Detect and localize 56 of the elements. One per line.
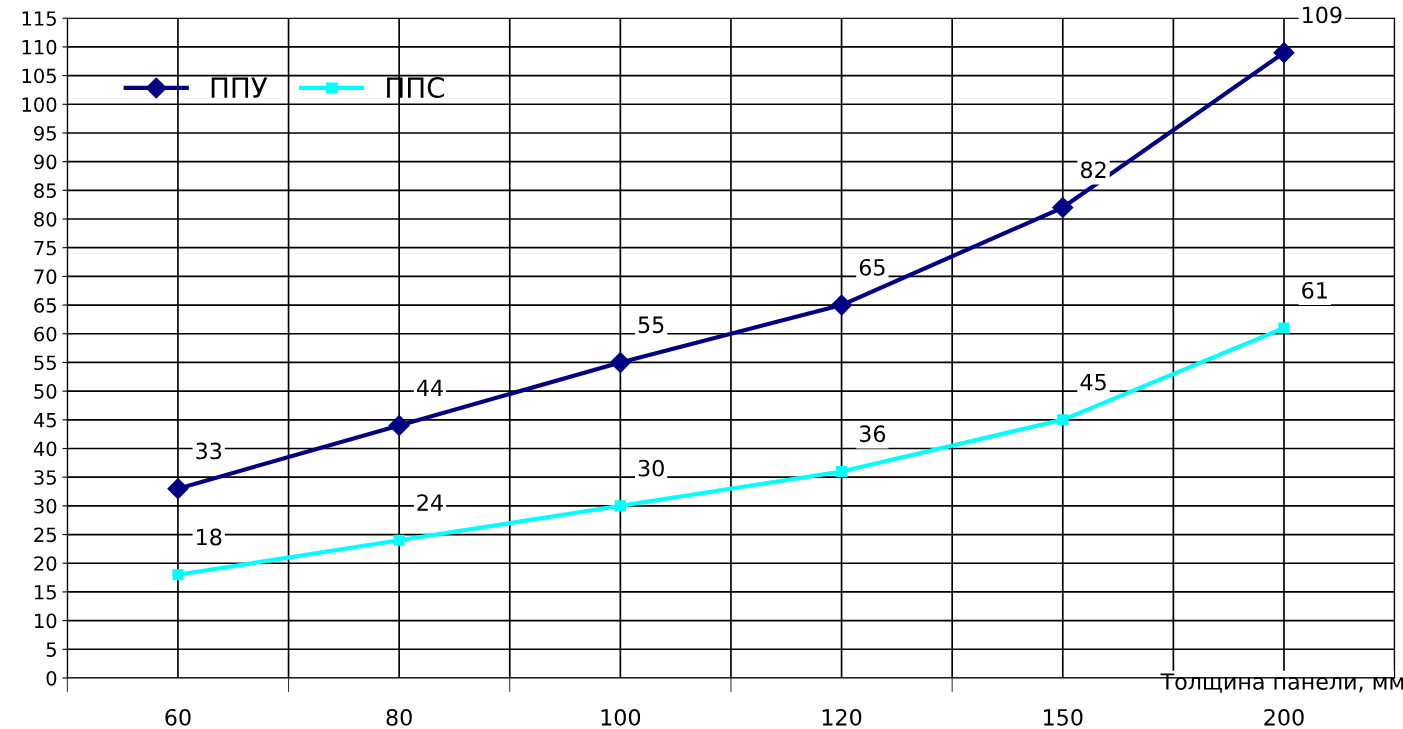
point [831,294,853,316]
y-tick-label: 50 [34,384,57,399]
data-label: 36 [859,425,886,443]
data-label: 45 [1080,373,1106,391]
x-axis-title: Толщина панели, мм [1160,673,1403,693]
data-label: 44 [416,379,443,396]
data-label: 55 [638,316,664,334]
y-tick-label: 80 [34,211,57,227]
y-tick-label: 55 [34,355,56,371]
y-tick-label: 115 [22,11,56,26]
y-tick-label: 30 [34,498,57,514]
data-label: 61 [1302,281,1327,299]
y-tick-label: 35 [34,470,56,485]
x-tick-label: 150 [1044,708,1083,726]
y-tick-label: 85 [34,183,56,198]
x-tick-label: 120 [822,708,862,726]
x-tick-label: 200 [1264,708,1304,726]
y-tick-label: 15 [35,585,56,600]
point [614,500,626,512]
data-label: 24 [417,494,443,511]
y-tick-label: 60 [34,326,57,342]
data-label: 33 [196,442,222,460]
data-label: 18 [197,528,222,546]
point [167,478,189,500]
data-label: 30 [638,459,664,477]
data-label: 82 [1080,161,1106,179]
y-tick-label: 40 [33,441,57,457]
point [1057,414,1069,426]
point [1052,197,1074,219]
y-tick-label: 100 [22,97,57,112]
y-tick-label: 90 [34,154,57,170]
legend-label: ППУ [211,77,268,98]
point [1273,42,1295,64]
y-tick-label: 0 [46,670,57,686]
x-tick-label: 80 [386,708,412,726]
y-tick-label: 70 [34,269,57,285]
y-tick-label: 95 [34,125,56,141]
y-tick-label: 5 [46,642,56,657]
data-label: 65 [859,258,885,276]
y-tick-label: 105 [22,68,56,84]
y-tick-label: 20 [34,556,57,571]
point [172,569,184,581]
point [609,351,631,373]
y-tick-label: 75 [34,240,56,256]
data-label: 109 [1303,6,1342,24]
x-tick-label: 60 [165,708,191,726]
y-tick-label: 25 [34,527,56,543]
y-tick-label: 65 [34,298,56,313]
y-tick-label: 110 [22,39,57,55]
point [388,415,410,437]
x-tick-label: 100 [601,708,641,726]
point [836,465,848,477]
point [1278,322,1290,334]
point [393,534,405,546]
y-tick-label: 45 [33,413,56,428]
y-tick-label: 10 [35,613,57,629]
